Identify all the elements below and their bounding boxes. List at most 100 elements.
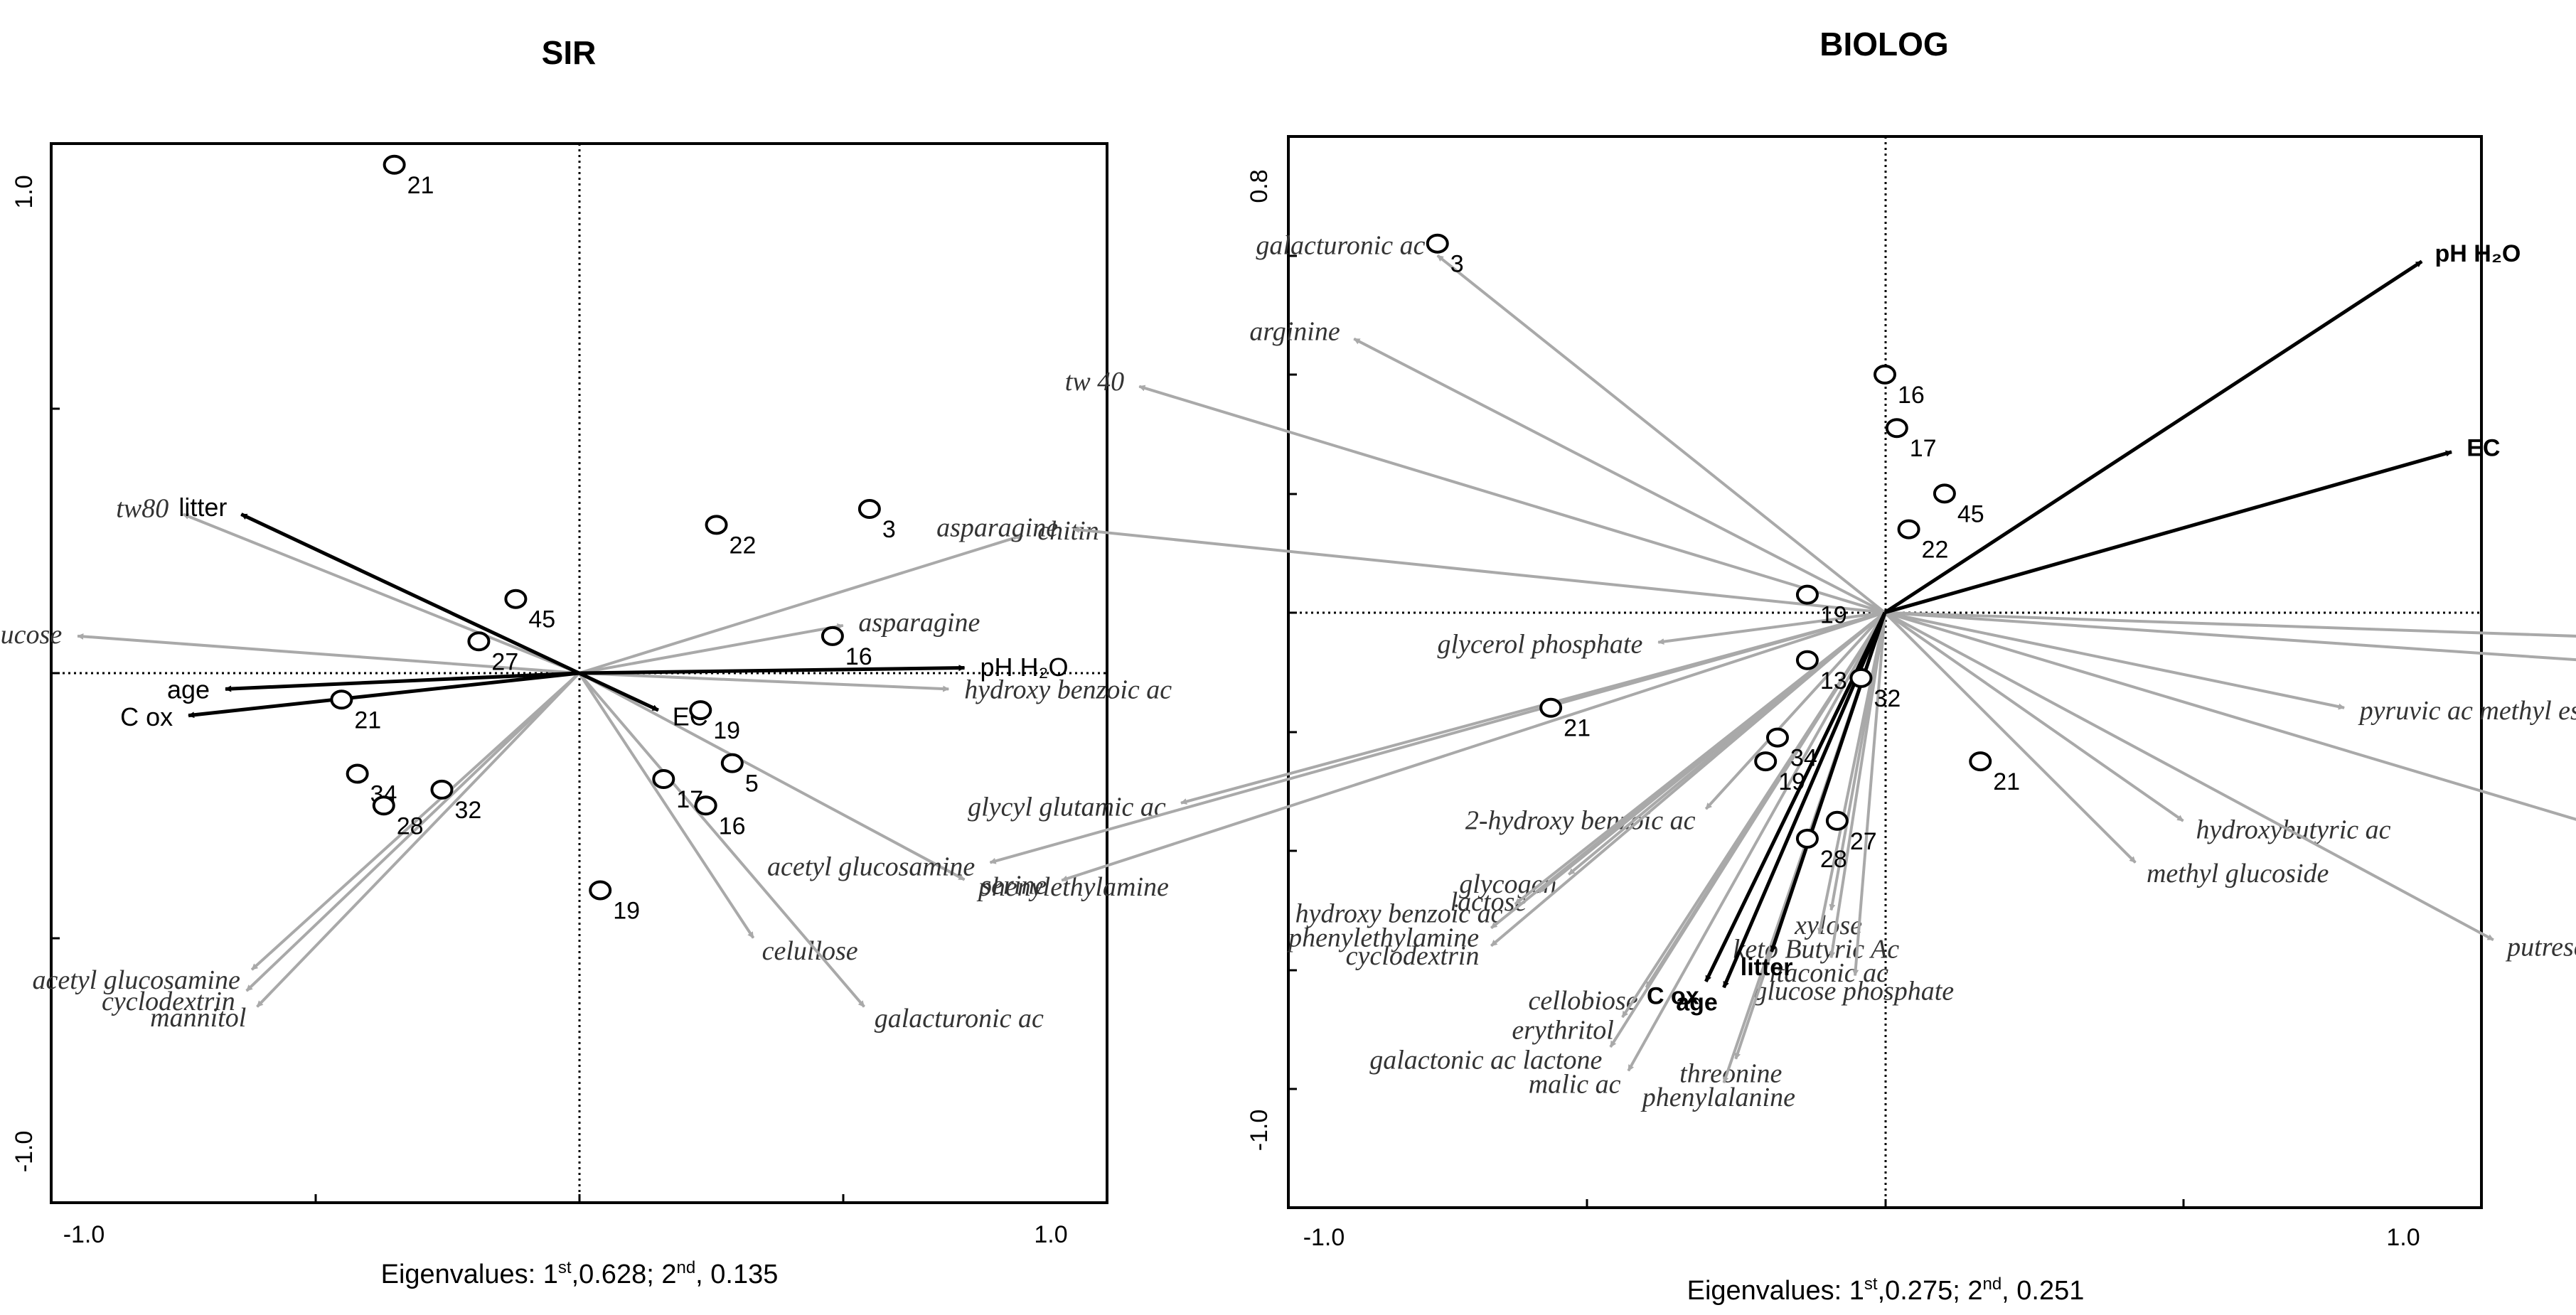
biolog-env-label: EC	[2467, 435, 2500, 462]
sir-env-arrow	[579, 665, 966, 675]
sir-species-label: celullose	[762, 936, 858, 966]
biolog-species-label: galacturonic ac	[1256, 231, 1425, 261]
biolog-species-label: hydroxybutyric ac	[2196, 815, 2391, 844]
biolog-site-label: 19	[1820, 602, 1847, 629]
biolog-species-arrow	[989, 611, 1886, 864]
sir-eig-sup2: nd	[676, 1258, 695, 1277]
biolog-species-arrow	[1353, 337, 1886, 614]
biolog-species-arrow	[1657, 611, 1886, 645]
biolog-species-label: cellobiose	[1529, 986, 1638, 1016]
biolog-marks: galacturonic ac arginine tw 40 asparagine gl…	[767, 231, 2576, 1112]
biolog-site-point	[1795, 650, 1819, 670]
sir-site-label: 28	[397, 812, 424, 839]
biolog-site-point	[1885, 418, 1908, 439]
biolog-site-label: 45	[1957, 500, 1984, 527]
biolog-species-arrow	[1609, 611, 1886, 1048]
sir-site-point	[504, 589, 528, 609]
sir-site-point	[589, 880, 612, 901]
sir-env-arrow	[188, 671, 579, 719]
biolog-y-tick-max: 0.8	[1246, 169, 1273, 203]
sir-eig-prefix: Eigenvalues: 1	[381, 1260, 558, 1289]
sir-site-point	[330, 689, 353, 710]
sir-env-label: age	[167, 675, 210, 704]
biolog-species-label: xylose	[1794, 911, 1862, 940]
sir-species-arrow	[579, 672, 950, 692]
biolog-site-label: 3	[1450, 251, 1464, 278]
biolog-species-arrow	[1704, 611, 1886, 810]
sir-species-label: glucose	[0, 620, 62, 650]
sir-site-label: 16	[845, 643, 872, 670]
biolog-species-label: glycerol phosphate	[1438, 630, 1643, 660]
sir-env-label: C ox	[120, 702, 173, 731]
sir-species-arrow	[579, 623, 844, 675]
biolog-site-label: 22	[1922, 537, 1949, 564]
sir-site-point	[694, 795, 717, 816]
sir-species-label: asparagine	[858, 608, 980, 638]
biolog-species-label: glucose phosphate	[1753, 976, 1954, 1006]
sir-site-point	[430, 779, 454, 800]
biolog-species-label: galactonic ac lactone	[1369, 1046, 1602, 1075]
sir-x-tick-min: -1.0	[63, 1221, 105, 1248]
sir-title: SIR	[542, 34, 597, 71]
biolog-species-label: methyl glucoside	[2147, 859, 2329, 889]
sir-site-point	[652, 769, 675, 789]
biolog-species-arrow	[1627, 611, 1886, 1072]
biolog-species-label: 2-hydroxy benzoic ac	[1465, 805, 1696, 835]
biolog-species-arrow	[1884, 611, 2345, 710]
biolog-env-arrow	[1884, 450, 2452, 615]
sir-site-label: 5	[745, 771, 759, 798]
biolog-species-label: keto Butyric Ac	[1733, 934, 1900, 964]
sir-site-point	[705, 515, 728, 535]
biolog-species-label: erythritol	[1512, 1016, 1614, 1046]
biolog-eigenvalues: Eigenvalues: 1st,0.275; 2nd, 0.251	[1687, 1274, 2085, 1306]
biolog-species-label: malic ac	[1529, 1070, 1621, 1100]
biolog-site-point	[1795, 584, 1819, 605]
biolog-site-label: 34	[1790, 745, 1817, 772]
biolog-species-arrow	[1884, 611, 2576, 821]
sir-species-arrow	[77, 633, 579, 675]
biolog-site-label: 13	[1820, 667, 1847, 694]
sir-species-arrow	[577, 672, 865, 1008]
sir-site-point	[720, 753, 744, 773]
sir-site-label: 19	[613, 897, 640, 924]
biolog-env-arrow	[1883, 259, 2423, 614]
biolog-species-label: glycyl glutamic ac	[968, 792, 1166, 822]
sir-x-tick-max: 1.0	[1034, 1221, 1067, 1248]
biolog-species-arrow	[1436, 254, 1886, 614]
sir-species-arrow	[250, 672, 580, 971]
sir-site-label: 21	[407, 172, 434, 199]
sir-species-arrow	[578, 534, 1024, 675]
biolog-species-arrow	[1073, 526, 1886, 614]
sir-species-arrow	[182, 512, 580, 675]
biolog-species-label: putrescine	[2505, 933, 2576, 962]
sir-site-label: 45	[528, 606, 555, 633]
biolog-species-label: serine	[980, 870, 1047, 900]
biolog-env-label: age	[1676, 989, 1718, 1016]
biolog-species-label: tw 40	[1065, 367, 1124, 397]
biolog-species-label: lactose	[1450, 887, 1527, 917]
biolog-site-point	[1897, 519, 1920, 540]
biolog-site-point	[1849, 667, 1873, 688]
sir-site-point	[383, 154, 406, 175]
biolog-site-point	[1874, 364, 1896, 385]
biolog-species-label: phenylethylamine	[1286, 923, 1479, 952]
sir-species-arrow	[578, 672, 966, 881]
sir-species-label: cyclodextrin	[102, 987, 235, 1016]
sir-site-point	[346, 763, 369, 784]
biolog-site-point	[1969, 751, 1992, 772]
sir-species-arrow	[577, 672, 755, 939]
sir-env-arrow	[225, 671, 579, 692]
biolog-species-label: cyclodextrin	[1346, 941, 1480, 971]
biolog-env-label: litter	[1741, 954, 1793, 981]
sir-species-label: galacturonic ac	[875, 1004, 1044, 1034]
biolog-site-point	[1426, 233, 1449, 254]
biolog-species-label: acetyl glucosamine	[767, 852, 975, 881]
sir-site-point	[857, 499, 881, 520]
biolog-species-arrow	[1490, 611, 1886, 948]
sir-chart: SIR -1.0 1.0 1.0 -1.0 Eigenvalues: 1st,0…	[0, 34, 1172, 1289]
sir-species-label: hydroxy benzoic ac	[964, 675, 1172, 704]
sir-env-label: pH H₂O	[980, 653, 1069, 682]
biolog-species-arrow	[1490, 611, 1886, 930]
sir-ticks	[50, 142, 1108, 1204]
